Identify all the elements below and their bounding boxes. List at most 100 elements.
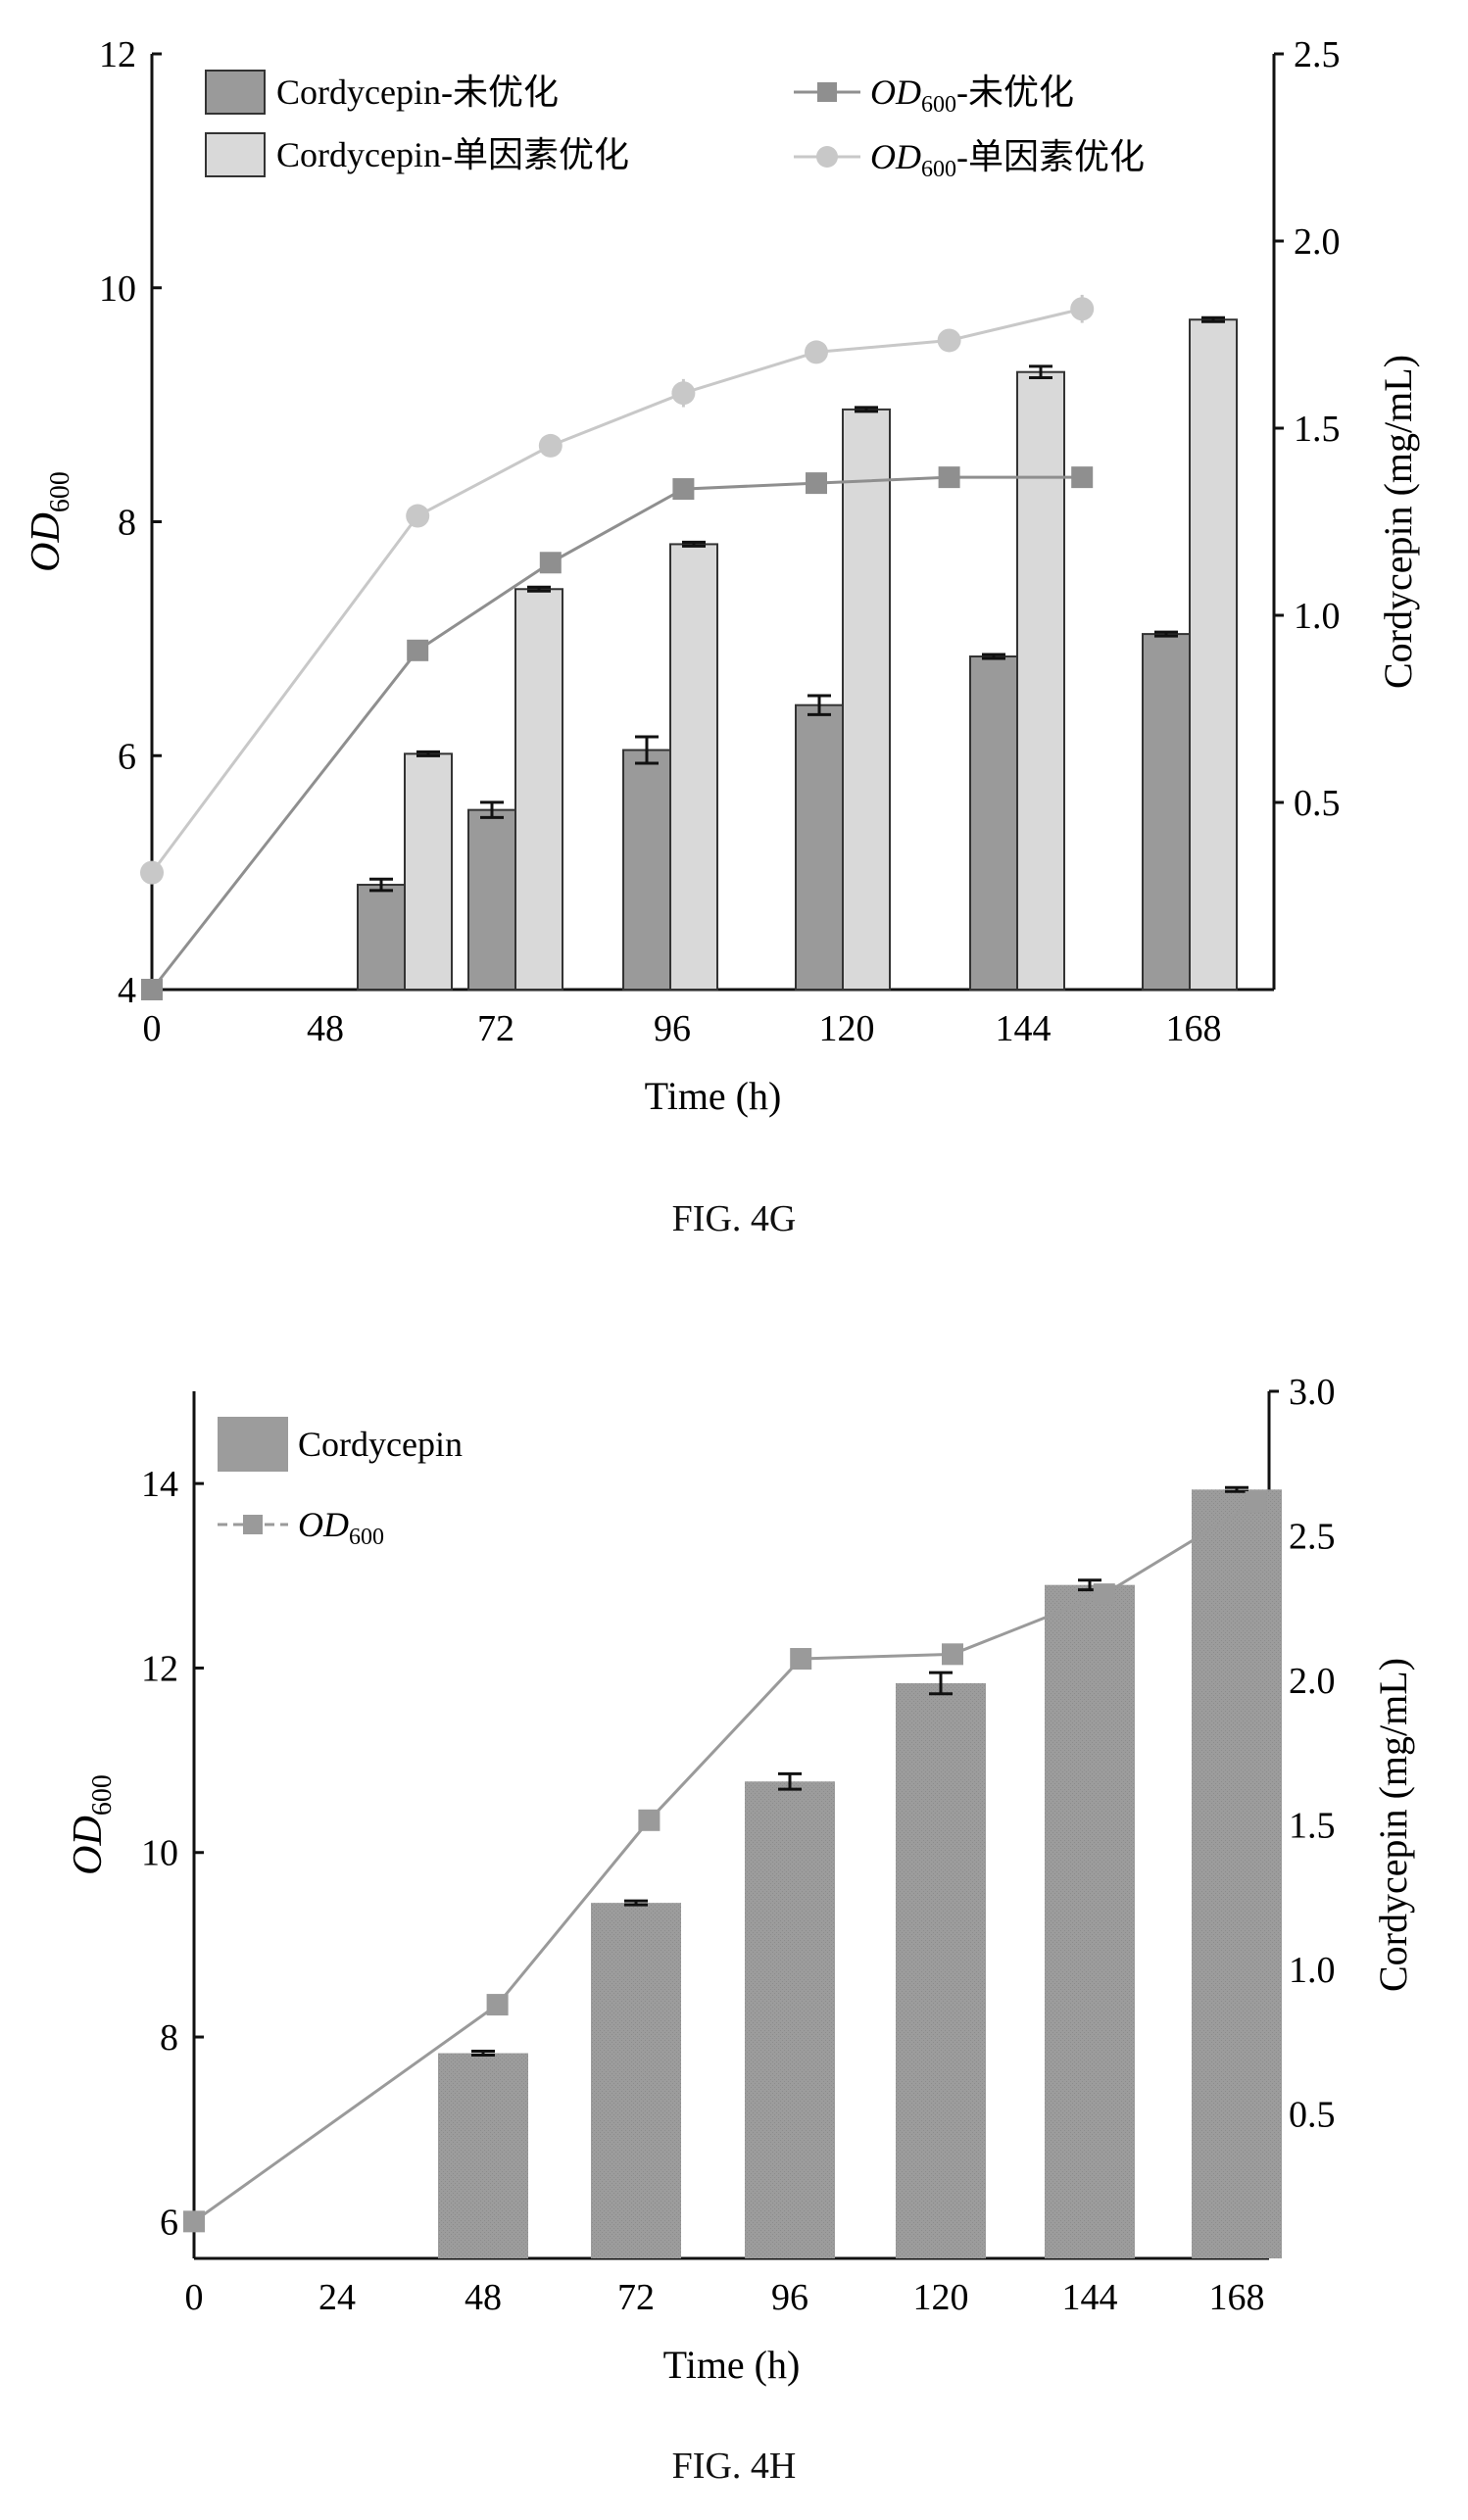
y-right-tick-label: 1.5 — [1289, 1806, 1336, 1847]
y-left-tick-label: 10 — [99, 268, 136, 310]
bar-texture — [1045, 1584, 1135, 2258]
x-tick-label: 168 — [1166, 1008, 1222, 1049]
figure-4g-chart: 4 6 8 10 12 0.5 1.0 1.5 2.0 2.5 0 48 72 96 120 144 168 Ti… — [24, 34, 1420, 1118]
od600-point — [486, 1994, 509, 2016]
y-axis-label-right: Cordycepin (mg/mL) — [1371, 1658, 1415, 1992]
od600-point — [790, 1648, 812, 1671]
od600-point — [1071, 466, 1094, 489]
x-tick-label: 72 — [477, 1008, 514, 1049]
od600-point — [805, 340, 828, 364]
y-right-tick-label: 1.0 — [1289, 1950, 1336, 1991]
x-tick-label: 120 — [819, 1008, 875, 1049]
od600-point — [1245, 1490, 1267, 1513]
od600-point — [539, 552, 562, 574]
legend: Cordycepin-未优化 Cordycepin-单因素优化 OD600-未优… — [205, 70, 1145, 182]
y-right-tick-label: 3.0 — [1289, 1372, 1336, 1413]
legend-marker-od — [243, 1515, 263, 1534]
y-right-tick-label: 1.0 — [1294, 596, 1341, 637]
y-axis-label-right: Cordycepin (mg/mL) — [1376, 355, 1420, 689]
legend-label-od-unoptimized: OD600-未优化 — [870, 73, 1074, 118]
y-left-tick-label: 10 — [141, 1833, 178, 1874]
y-right-tick-label: 2.0 — [1289, 1661, 1336, 1702]
bar — [622, 749, 671, 992]
y-right-tick-label: 0.5 — [1289, 2095, 1336, 2136]
y-right-tick-label: 2.5 — [1294, 34, 1341, 75]
y-left-tick-label: 8 — [160, 2017, 178, 2059]
legend-swatch-bar-optimized — [205, 132, 266, 177]
x-tick-label: 144 — [1062, 2277, 1118, 2318]
bar — [969, 655, 1018, 992]
y-right-tick-label: 2.5 — [1289, 1517, 1336, 1558]
x-tick-label: 0 — [185, 2277, 204, 2318]
bar — [467, 808, 516, 992]
x-tick-label: 48 — [307, 1008, 344, 1049]
od600-point — [1093, 1583, 1115, 1606]
y-left-tick-label: 4 — [118, 970, 136, 1011]
y-axis-label-left: OD600 — [66, 1774, 118, 1875]
od600-point — [671, 381, 696, 406]
x-tick-label: 168 — [1209, 2277, 1265, 2318]
od600-point — [406, 504, 430, 528]
y-right-tick-label: 1.5 — [1294, 409, 1341, 450]
figure-4h-chart: 6 8 10 12 14 0.5 1.0 1.5 2.0 2.5 3.0 0 24 48 72 96 120 14… — [66, 1372, 1415, 2387]
y-left-tick-label: 6 — [160, 2202, 178, 2243]
x-axis-label: Time (h) — [663, 2343, 801, 2387]
od600-point — [141, 979, 163, 1000]
bar — [1142, 633, 1191, 991]
legend: Cordycepin OD600 — [218, 1417, 463, 1550]
y-axis-label-left: OD600 — [24, 471, 75, 572]
bar — [404, 752, 453, 992]
legend-label-bar-cordycepin: Cordycepin — [298, 1425, 463, 1464]
bar — [514, 588, 563, 991]
bar-texture — [896, 1682, 986, 2258]
x-tick-label: 72 — [617, 2277, 655, 2318]
x-tick-label: 120 — [913, 2277, 969, 2318]
figure-caption-4h: FIG. 4H — [671, 2446, 797, 2487]
y-left-tick-label: 8 — [118, 503, 136, 544]
bar-texture — [745, 1781, 835, 2258]
od600-point — [806, 472, 827, 495]
legend-label-od-optimized: OD600-单因素优化 — [870, 137, 1145, 182]
y-right-tick-label: 2.0 — [1294, 221, 1341, 263]
bar — [357, 884, 406, 991]
x-tick-label: 24 — [318, 2277, 356, 2318]
bar-texture — [1192, 1489, 1282, 2258]
od600-point — [407, 639, 429, 661]
legend-marker-od-optimized — [816, 146, 838, 168]
od600-point — [937, 328, 961, 353]
y-left-tick-label: 12 — [141, 1648, 178, 1689]
legend-label-bar-optimized: Cordycepin-单因素优化 — [276, 135, 629, 174]
bar-texture — [438, 2053, 528, 2258]
bar — [1016, 370, 1065, 991]
od600-point — [942, 1643, 963, 1666]
bar — [795, 703, 844, 991]
od600-point — [538, 433, 563, 458]
y-right-tick-label: 0.5 — [1294, 783, 1341, 824]
bar — [842, 408, 891, 991]
od600-line — [150, 475, 1083, 991]
y-left-tick-label: 14 — [141, 1464, 178, 1505]
od600-point — [140, 860, 164, 885]
od600-point — [638, 1809, 661, 1831]
od600-point — [938, 466, 960, 489]
bar — [1189, 318, 1238, 992]
legend-swatch-bar-unoptimized — [205, 70, 266, 115]
legend-marker-od-unoptimized — [817, 82, 837, 102]
x-tick-label: 96 — [771, 2277, 808, 2318]
od600-point — [1070, 297, 1095, 321]
od600-line — [150, 307, 1083, 874]
legend-label-od: OD600 — [298, 1505, 384, 1550]
bar-texture — [591, 1903, 681, 2258]
bar — [669, 543, 718, 991]
legend-swatch-bar-cordycepin — [218, 1417, 288, 1472]
y-left-tick-label: 12 — [99, 34, 136, 75]
x-tick-label: 0 — [143, 1008, 162, 1049]
x-axis-label: Time (h) — [645, 1074, 782, 1118]
od600-point — [183, 2210, 205, 2233]
od600-point — [672, 478, 695, 501]
x-tick-label: 48 — [465, 2277, 502, 2318]
y-left-tick-label: 6 — [118, 736, 136, 777]
x-tick-label: 96 — [654, 1008, 691, 1049]
legend-label-bar-unoptimized: Cordycepin-未优化 — [276, 73, 559, 112]
figure-caption-4g: FIG. 4G — [671, 1198, 797, 1239]
